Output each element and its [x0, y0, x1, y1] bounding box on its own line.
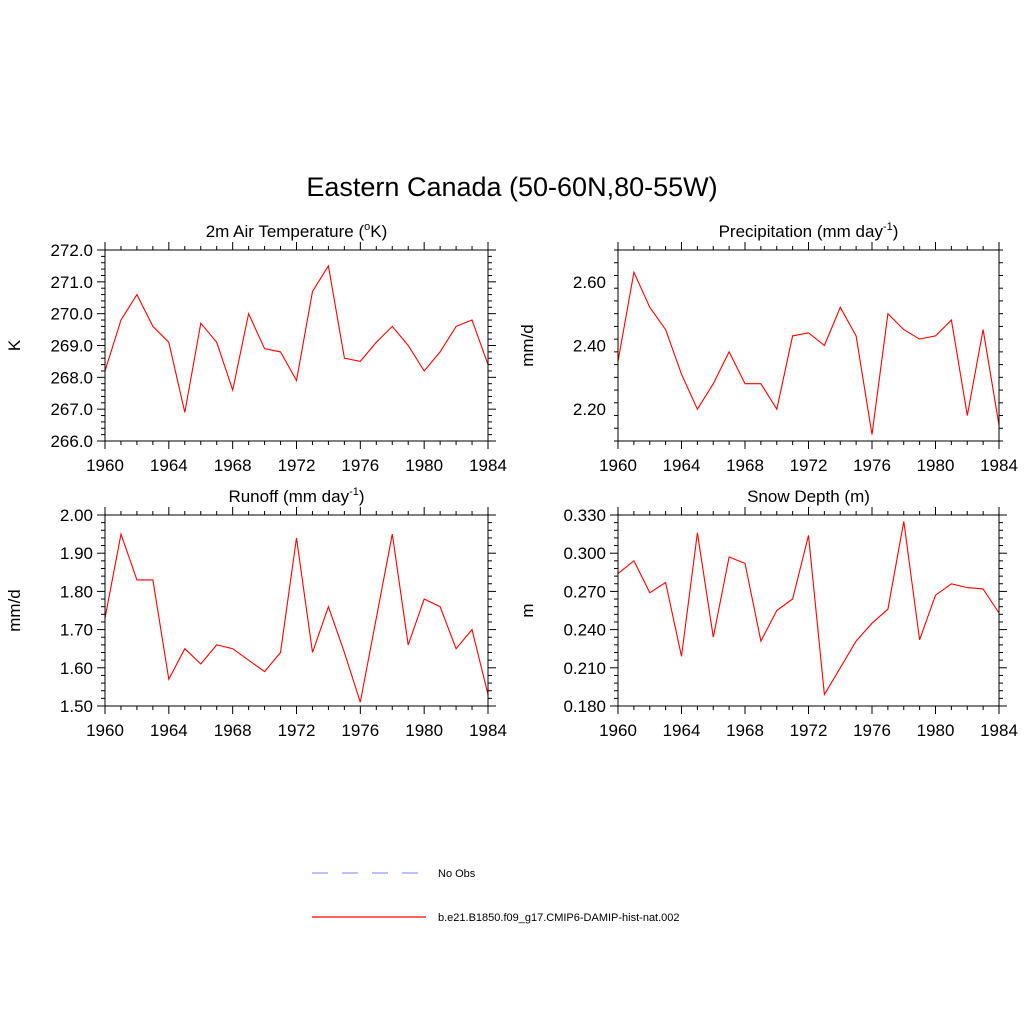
panel-precipitation: Precipitation (mm day-1) mm/d 2.20 2.40 2.60…: [518, 221, 1018, 475]
y-axis-label: m: [518, 603, 537, 617]
x-tick-label: 1980: [405, 456, 443, 475]
plot-frame: [104, 249, 489, 442]
y-tick-label: 1.70: [60, 621, 93, 640]
x-tick-label: 1984: [469, 721, 507, 740]
x-tick-label: 1976: [853, 456, 891, 475]
x-tick-label: 1972: [790, 456, 828, 475]
x-tick-label: 1968: [726, 721, 764, 740]
panel-snow-depth: Snow Depth (m) m 0.180 0.210 0.240 0.270 0.300…: [518, 487, 1018, 740]
x-tick-label: 1980: [405, 721, 443, 740]
y-tick-label: 2.40: [573, 337, 606, 356]
x-tick-label: 1980: [917, 456, 955, 475]
x-tick-label: 1964: [150, 456, 188, 475]
y-tick-label: 2.60: [573, 273, 606, 292]
panel-title: Precipitation (mm day-1): [719, 221, 899, 241]
y-tick-label: 1.60: [60, 659, 93, 678]
x-tick-label: 1964: [150, 721, 188, 740]
y-tick-label: 1.50: [60, 697, 93, 716]
y-axis-label: K: [5, 339, 24, 351]
series-line: [617, 270, 1000, 435]
x-tick-label: 1964: [663, 721, 701, 740]
x-tick-label: 1984: [980, 456, 1018, 475]
x-tick-label: 1960: [86, 456, 124, 475]
figure-title: Eastern Canada (50-60N,80-55W): [306, 172, 717, 202]
x-tick-label: 1976: [853, 721, 891, 740]
x-tick-label: 1964: [663, 456, 701, 475]
plot-frame: [104, 514, 489, 707]
x-tick-label: 1972: [790, 721, 828, 740]
legend: No Obs b.e21.B1850.f09_g17.CMIP6-DAMIP-h…: [312, 868, 680, 924]
y-tick-label: 266.0: [50, 432, 93, 451]
panel-title: Runoff (mm day-1): [228, 486, 364, 506]
y-tick-label: 0.300: [563, 544, 606, 563]
y-tick-label: 272.0: [50, 241, 93, 260]
y-tick-label: 0.330: [563, 506, 606, 525]
panel-title: 2m Air Temperature (oK): [206, 221, 388, 241]
x-tick-label: 1960: [599, 721, 637, 740]
x-tick-label: 1984: [469, 456, 507, 475]
y-axis-label: mm/d: [518, 324, 537, 367]
y-tick-label: 270.0: [50, 305, 93, 324]
panel-air-temperature: 2m Air Temperature (oK) K 266.0 267.0 268.0 2…: [5, 221, 507, 475]
y-tick-label: 0.180: [563, 697, 606, 716]
y-tick-label: 1.90: [60, 544, 93, 563]
panel-title: Snow Depth (m): [747, 487, 870, 506]
y-tick-label: 1.80: [60, 582, 93, 601]
x-tick-label: 1968: [214, 721, 252, 740]
y-axis-label: mm/d: [5, 589, 24, 632]
panel-runoff: Runoff (mm day-1) mm/d 1.50 1.60 1.70 1.80 1.9…: [5, 486, 507, 740]
legend-label-model: b.e21.B1850.f09_g17.CMIP6-DAMIP-hist-nat…: [438, 912, 680, 924]
series-line: [617, 521, 1000, 697]
plot-frame: [617, 514, 1000, 707]
x-tick-label: 1972: [278, 721, 316, 740]
y-tick-label: 2.00: [60, 506, 93, 525]
y-tick-label: 0.240: [563, 621, 606, 640]
x-tick-label: 1968: [214, 456, 252, 475]
x-tick-label: 1960: [599, 456, 637, 475]
x-tick-label: 1976: [341, 456, 379, 475]
panels: 2m Air Temperature (oK) K 266.0 267.0 268.0 2…: [5, 221, 1018, 740]
x-tick-label: 1984: [980, 721, 1018, 740]
x-tick-label: 1960: [86, 721, 124, 740]
x-tick-label: 1968: [726, 456, 764, 475]
series-line: [104, 531, 489, 703]
y-tick-label: 2.20: [573, 400, 606, 419]
series-line: [104, 264, 489, 413]
plot-frame: [617, 249, 1000, 442]
legend-label-no-obs: No Obs: [438, 868, 476, 880]
y-tick-label: 269.0: [50, 337, 93, 356]
x-tick-label: 1972: [278, 456, 316, 475]
y-tick-label: 271.0: [50, 273, 93, 292]
y-tick-label: 268.0: [50, 368, 93, 387]
x-tick-label: 1976: [341, 721, 379, 740]
x-tick-label: 1980: [917, 721, 955, 740]
y-tick-label: 267.0: [50, 400, 93, 419]
y-tick-label: 0.270: [563, 582, 606, 601]
y-tick-label: 0.210: [563, 659, 606, 678]
